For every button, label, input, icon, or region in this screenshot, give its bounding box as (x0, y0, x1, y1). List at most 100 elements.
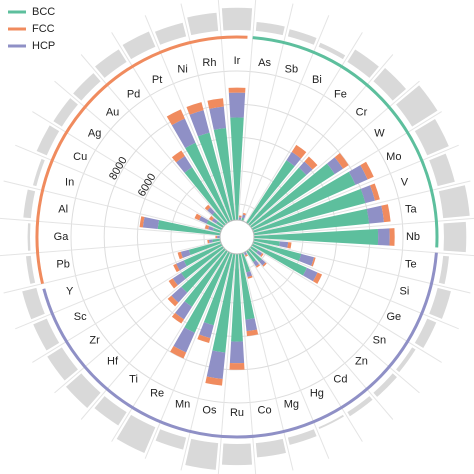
category-label: As (258, 57, 271, 69)
category-label: Re (150, 388, 164, 400)
bar-segment (170, 345, 187, 359)
bar-segment (177, 251, 183, 260)
spoke (32, 245, 223, 363)
category-label: Ti (129, 373, 138, 385)
spoke (180, 3, 234, 221)
bar-segment (291, 144, 307, 159)
bar-segment (237, 171, 356, 237)
spoke (253, 237, 474, 257)
spoke (247, 54, 394, 225)
spoke (80, 249, 227, 420)
category-label: Cu (73, 151, 87, 163)
y-tick-label: 6000 (136, 172, 159, 199)
category-label: Al (58, 203, 68, 215)
category-label: Te (405, 258, 417, 270)
bar-segment (185, 142, 237, 237)
bar-segment (279, 241, 289, 248)
bar-segment (175, 301, 193, 320)
bar-segment (194, 213, 202, 221)
bar-segment (212, 237, 237, 353)
tm-bar (32, 158, 45, 187)
bar-segment (260, 253, 264, 257)
tm-bar (26, 255, 36, 284)
bar-segment (157, 220, 237, 237)
bar-segment (238, 215, 242, 218)
tm-bar (122, 31, 156, 60)
bar-segment (205, 376, 223, 386)
tm-bar (66, 373, 101, 408)
bar-segment (237, 208, 370, 237)
tm-bar (27, 223, 31, 251)
tm-bar (221, 7, 253, 31)
bar-segment (171, 118, 196, 149)
bar-segment (215, 235, 218, 239)
bar-segment (230, 117, 244, 237)
legend-label: HCP (32, 40, 55, 52)
spoke (180, 253, 234, 471)
tm-bar (95, 49, 127, 78)
spoke (237, 253, 257, 474)
tm-bar (287, 29, 317, 45)
spoke (54, 247, 225, 394)
tm-bar (94, 396, 127, 426)
bar-segment (237, 229, 379, 245)
spoke (54, 80, 225, 227)
bar-segment (207, 98, 224, 109)
spoke (252, 144, 459, 231)
spoke (249, 247, 420, 394)
tm-bar (187, 12, 219, 36)
bar-segment (208, 226, 214, 231)
tm-bar (255, 438, 286, 458)
bar-segment (207, 239, 210, 244)
bar-segment (262, 262, 267, 267)
bar-segment (313, 272, 323, 284)
bar-segment (176, 156, 193, 173)
tm-bar (429, 153, 455, 187)
bar-segment (211, 218, 218, 224)
tm-bar (396, 347, 416, 373)
spoke (15, 144, 222, 231)
tm-bar (373, 68, 406, 101)
bar-segment (167, 295, 179, 307)
spoke (245, 251, 363, 442)
bar-segment (181, 237, 237, 293)
bar-segment (228, 87, 246, 93)
bar-segment (348, 165, 368, 185)
tm-bar (116, 414, 156, 454)
bar-segment (171, 286, 188, 303)
tm-bar (347, 396, 373, 417)
spoke (253, 180, 471, 234)
category-label: Si (399, 285, 409, 297)
bar-segment (237, 160, 295, 237)
category-label: Y (66, 285, 74, 297)
tm-bar (185, 438, 219, 470)
spoke (243, 15, 330, 222)
bar-segment (189, 110, 210, 137)
category-label: Mo (386, 151, 401, 163)
category-label: Hf (107, 355, 119, 367)
bar-segment (287, 242, 292, 249)
spoke (240, 3, 294, 221)
bar-segment (389, 228, 395, 246)
tm-bar (47, 347, 78, 381)
spoke (217, 253, 237, 474)
category-label: Hg (310, 388, 324, 400)
spoke (252, 243, 459, 330)
category-label: Mn (175, 398, 190, 410)
bar-segment (197, 132, 237, 237)
spoke (253, 240, 471, 294)
bar-segment (366, 205, 384, 224)
bar-segment (176, 260, 187, 271)
bar-segment (237, 167, 307, 237)
tm-bar (443, 221, 467, 253)
spoke (0, 237, 221, 257)
bar-segment (173, 263, 180, 273)
spoke (217, 0, 237, 221)
tm-bar (53, 98, 78, 127)
spoke (3, 180, 221, 234)
bar-segment (237, 188, 366, 237)
tm-bar (22, 287, 45, 320)
bar-segment (286, 151, 302, 167)
bar-segment (334, 152, 349, 169)
bar-segment (245, 254, 248, 257)
